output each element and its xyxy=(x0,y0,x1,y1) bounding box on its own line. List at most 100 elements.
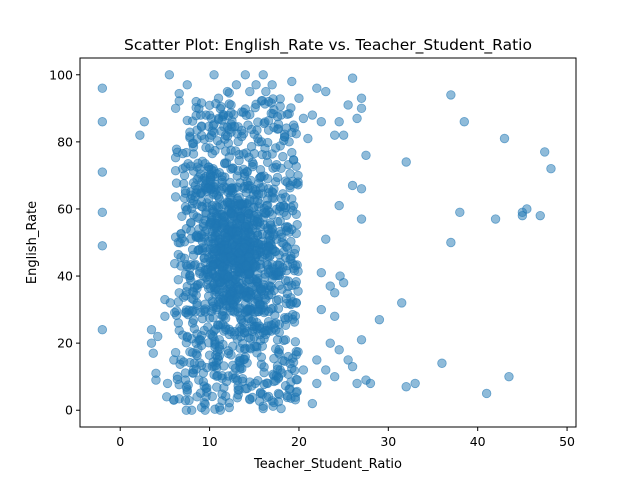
data-point xyxy=(171,178,182,188)
data-point xyxy=(374,314,385,325)
data-point xyxy=(249,148,259,159)
data-point xyxy=(522,204,532,214)
data-point xyxy=(179,170,190,181)
data-point xyxy=(209,70,219,80)
data-point xyxy=(204,133,215,143)
data-point xyxy=(356,214,367,224)
data-point xyxy=(272,335,283,345)
data-point xyxy=(286,236,296,247)
data-point xyxy=(446,237,456,248)
chart-title: Scatter Plot: English_Rate vs. Teacher_S… xyxy=(124,36,532,55)
data-point xyxy=(199,398,209,408)
data-point xyxy=(330,288,340,298)
data-point xyxy=(263,264,274,275)
data-point xyxy=(188,250,199,260)
data-point xyxy=(321,86,331,97)
data-point xyxy=(135,130,145,140)
data-point xyxy=(242,327,252,337)
data-point xyxy=(275,216,285,226)
data-point xyxy=(535,210,545,221)
data-point xyxy=(238,164,249,175)
data-point xyxy=(356,184,367,194)
data-point xyxy=(242,304,252,314)
data-point xyxy=(267,223,277,233)
data-point xyxy=(271,325,281,335)
data-point xyxy=(307,398,318,409)
data-point xyxy=(254,137,264,147)
data-point xyxy=(277,237,287,248)
data-point xyxy=(259,362,269,372)
data-point xyxy=(272,361,283,371)
data-point xyxy=(292,220,302,230)
data-point xyxy=(207,200,217,211)
data-point xyxy=(235,198,245,209)
data-point xyxy=(249,332,259,342)
data-point xyxy=(217,373,227,384)
data-point xyxy=(298,365,309,375)
data-point xyxy=(173,275,184,285)
data-point xyxy=(182,80,192,90)
data-point xyxy=(219,326,229,336)
data-point xyxy=(347,73,358,83)
y-tick-label: 100 xyxy=(49,67,73,82)
data-point xyxy=(312,378,322,389)
data-point xyxy=(219,211,229,222)
data-point xyxy=(97,241,108,251)
data-point xyxy=(356,93,367,103)
data-point xyxy=(205,283,216,293)
data-point xyxy=(211,324,221,334)
data-point xyxy=(232,171,242,181)
data-point xyxy=(271,143,281,153)
data-point xyxy=(177,233,187,244)
data-point xyxy=(271,295,282,306)
data-point xyxy=(217,396,227,406)
data-point xyxy=(204,100,215,111)
data-point xyxy=(285,169,295,179)
data-point xyxy=(546,163,556,174)
x-tick-label: 30 xyxy=(380,434,396,449)
data-point xyxy=(240,231,251,241)
data-point xyxy=(268,401,278,411)
data-point xyxy=(224,402,234,413)
data-point xyxy=(257,189,268,199)
data-point xyxy=(245,377,255,387)
data-point xyxy=(251,80,261,90)
plot-frame xyxy=(79,57,577,428)
data-point xyxy=(229,121,240,132)
data-point xyxy=(352,378,362,389)
data-point xyxy=(220,232,231,243)
data-point xyxy=(321,234,331,244)
data-point xyxy=(316,117,327,127)
data-point xyxy=(229,109,239,120)
data-point xyxy=(401,157,411,167)
data-point xyxy=(243,313,253,324)
y-tick-label: 20 xyxy=(57,336,73,351)
data-point xyxy=(225,280,235,290)
data-point xyxy=(330,311,340,322)
data-point xyxy=(196,360,207,370)
data-point xyxy=(192,280,202,291)
data-point xyxy=(97,207,108,218)
data-point xyxy=(307,110,318,120)
data-point xyxy=(247,285,258,295)
data-point xyxy=(192,212,202,222)
data-point xyxy=(97,325,108,335)
data-point xyxy=(232,234,242,244)
data-point xyxy=(365,378,376,389)
data-point xyxy=(290,337,301,347)
data-point xyxy=(169,395,179,405)
y-tick-label: 60 xyxy=(57,201,73,216)
data-point xyxy=(258,403,268,414)
data-point xyxy=(213,297,224,307)
data-point xyxy=(219,361,229,371)
data-point xyxy=(291,129,301,139)
data-point xyxy=(303,133,313,144)
data-point xyxy=(352,113,362,124)
data-point xyxy=(204,350,215,360)
data-point xyxy=(201,142,211,153)
data-point xyxy=(225,306,235,316)
data-point xyxy=(178,148,188,159)
data-point xyxy=(241,260,251,271)
data-point xyxy=(177,211,187,222)
data-point xyxy=(179,193,190,203)
